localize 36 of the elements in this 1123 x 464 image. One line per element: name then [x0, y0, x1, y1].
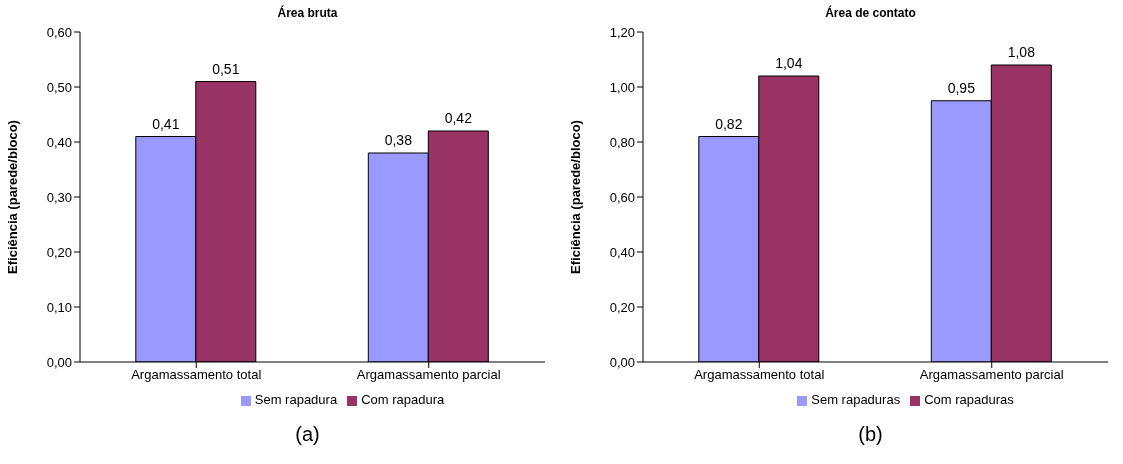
x-tick-label: Argamassamento total	[694, 367, 825, 383]
y-tick-label: 1,20	[609, 24, 635, 40]
y-tick-label: 0,30	[46, 189, 72, 205]
data-label: 0,95	[947, 79, 976, 96]
data-label: 1,04	[775, 55, 803, 71]
text: (b)	[857, 423, 884, 446]
data-label: 1,08	[1007, 44, 1036, 60]
y-tick-label: 0,40	[609, 244, 635, 260]
y-axis-title: Eficiência (parede/bloco)	[4, 120, 20, 274]
y-tick-label: 0,80	[609, 134, 635, 150]
data-label: 0,41	[152, 115, 180, 132]
chart-title: Área de contato	[824, 6, 917, 22]
y-tick-label: 0,40	[46, 134, 72, 150]
x-tick-label: Argamassamento parcial	[356, 367, 501, 383]
data-label: 0,82	[715, 115, 743, 132]
y-tick-label: 0,20	[46, 244, 72, 260]
legend-label: Com rapaduras	[924, 392, 1014, 407]
legend-label: Com rapadura	[361, 392, 445, 407]
data-label: 0,42	[444, 110, 473, 126]
y-tick-label: 0,00	[609, 354, 635, 370]
legend-label: Sem rapadura	[254, 392, 338, 407]
y-tick-label: 1,00	[609, 79, 635, 95]
text: (a)	[294, 423, 321, 446]
y-tick-label: 0,10	[46, 299, 72, 315]
data-label: 0,51	[212, 60, 240, 77]
legend-label: Sem rapaduras	[811, 392, 901, 407]
y-tick-label: 0,60	[609, 189, 635, 205]
y-tick-label: 0,50	[46, 79, 72, 95]
x-tick-label: Argamassamento parcial	[919, 367, 1064, 383]
y-tick-label: 0,60	[46, 24, 72, 40]
chart-title: Área bruta	[276, 6, 339, 22]
x-tick-label: Argamassamento total	[131, 367, 262, 383]
y-tick-label: 0,00	[46, 354, 72, 370]
y-tick-label: 0,20	[609, 299, 635, 315]
data-label: 0,38	[384, 132, 413, 148]
y-axis-title: Eficiência (parede/bloco)	[567, 120, 583, 274]
